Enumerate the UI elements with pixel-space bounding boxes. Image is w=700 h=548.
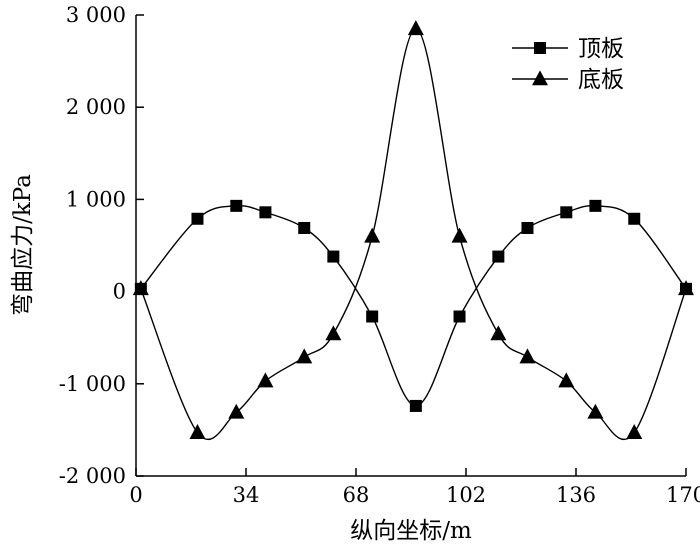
data-point-square bbox=[230, 199, 243, 212]
data-point-triangle bbox=[490, 325, 507, 341]
x-tick-label: 136 bbox=[556, 483, 596, 507]
data-point-square bbox=[409, 399, 422, 412]
data-point-square bbox=[521, 221, 534, 234]
data-point-square bbox=[298, 221, 311, 234]
data-point-square bbox=[259, 206, 272, 219]
data-point-triangle bbox=[451, 227, 468, 243]
data-point-triangle bbox=[257, 372, 274, 388]
y-tick-label: 0 bbox=[113, 280, 126, 304]
data-point-triangle bbox=[364, 227, 381, 243]
x-tick-label: 34 bbox=[233, 483, 260, 507]
data-point-triangle bbox=[132, 280, 149, 296]
data-point-square bbox=[366, 310, 379, 323]
x-tick-label: 102 bbox=[446, 483, 486, 507]
data-point-triangle bbox=[587, 403, 604, 419]
data-point-triangle bbox=[626, 423, 643, 439]
data-point-triangle bbox=[228, 403, 245, 419]
legend-label: 底板 bbox=[578, 67, 624, 93]
data-point-triangle bbox=[558, 372, 575, 388]
y-tick-label: 1 000 bbox=[66, 187, 126, 211]
legend-marker-triangle bbox=[532, 70, 548, 86]
plot-frame bbox=[135, 15, 686, 477]
legend-item-square: 顶板 bbox=[512, 36, 624, 62]
data-point-triangle bbox=[519, 348, 536, 364]
y-tick-label: 3 000 bbox=[66, 3, 126, 27]
series-layer bbox=[132, 20, 694, 441]
data-point-square bbox=[628, 212, 641, 225]
data-point-square bbox=[560, 206, 573, 219]
data-point-square bbox=[191, 212, 204, 225]
y-ticks: 3 000 2 000 1 000 0 -1 000 -2 000 bbox=[59, 3, 144, 488]
y-tick-label: -2 000 bbox=[59, 464, 126, 488]
x-tick-label: 170 bbox=[666, 483, 700, 507]
y-tick-label: 2 000 bbox=[66, 95, 126, 119]
data-point-triangle bbox=[325, 325, 342, 341]
legend-label: 顶板 bbox=[578, 36, 624, 62]
data-point-square bbox=[327, 250, 340, 263]
data-point-triangle bbox=[407, 20, 424, 36]
x-ticks: 0 34 68 102 136 170 bbox=[129, 468, 700, 507]
series-triangle bbox=[132, 20, 694, 441]
data-point-triangle bbox=[678, 280, 694, 296]
legend-marker-square bbox=[534, 42, 546, 54]
data-point-square bbox=[453, 310, 466, 323]
data-point-square bbox=[589, 199, 602, 212]
series-line-square bbox=[140, 204, 687, 407]
x-axis-label: 纵向坐标/m bbox=[350, 518, 472, 544]
series-square bbox=[134, 199, 692, 412]
y-tick-label: -1 000 bbox=[59, 372, 126, 396]
legend-item-triangle: 底板 bbox=[512, 67, 624, 93]
x-tick-label: 68 bbox=[343, 483, 370, 507]
data-point-triangle bbox=[296, 348, 313, 364]
y-axis-label: 弯曲应力/kPa bbox=[10, 174, 36, 316]
data-point-triangle bbox=[189, 423, 206, 439]
x-tick-label: 0 bbox=[129, 483, 142, 507]
data-point-square bbox=[492, 250, 505, 263]
